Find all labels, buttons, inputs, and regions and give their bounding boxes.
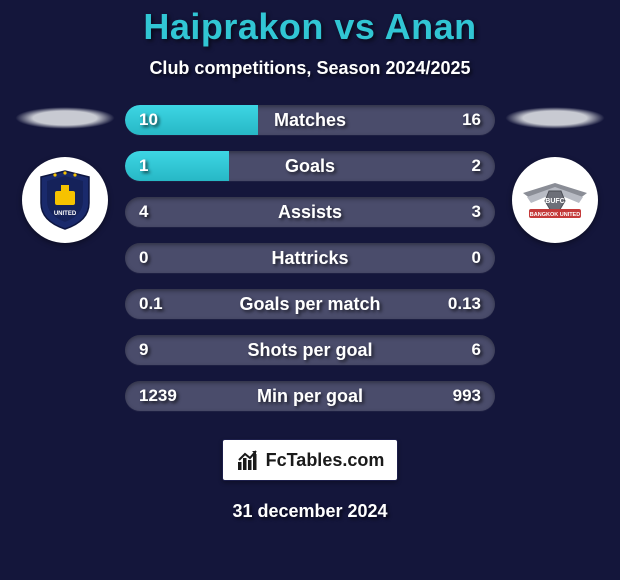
right-player-col: BUFC BANGKOK UNITED bbox=[505, 105, 605, 243]
buriram-crest-icon: UNITED bbox=[37, 169, 93, 231]
stat-bar: 1239Min per goal993 bbox=[125, 381, 495, 411]
svg-text:BANGKOK UNITED: BANGKOK UNITED bbox=[530, 212, 580, 218]
stat-label: Assists bbox=[125, 197, 495, 227]
left-club-badge: UNITED bbox=[22, 157, 108, 243]
main-row: UNITED 10Matches16 1Goals2 4Assists3 0Hattr… bbox=[0, 105, 620, 411]
stat-label: Min per goal bbox=[125, 381, 495, 411]
stat-value-right: 3 bbox=[472, 197, 481, 227]
bangkok-united-crest-icon: BUFC BANGKOK UNITED bbox=[519, 175, 591, 225]
right-club-badge: BUFC BANGKOK UNITED bbox=[512, 157, 598, 243]
fctables-logo: FcTables.com bbox=[222, 439, 398, 481]
stat-label: Goals per match bbox=[125, 289, 495, 319]
stat-value-right: 16 bbox=[462, 105, 481, 135]
stat-label: Matches bbox=[125, 105, 495, 135]
comparison-date: 31 december 2024 bbox=[0, 501, 620, 522]
page-subtitle: Club competitions, Season 2024/2025 bbox=[0, 58, 620, 79]
left-player-shadow bbox=[15, 107, 115, 129]
stat-bar: 10Matches16 bbox=[125, 105, 495, 135]
stat-bar: 4Assists3 bbox=[125, 197, 495, 227]
stat-value-right: 0 bbox=[472, 243, 481, 273]
left-player-col: UNITED bbox=[15, 105, 115, 243]
stat-value-right: 2 bbox=[472, 151, 481, 181]
svg-text:BUFC: BUFC bbox=[545, 198, 564, 205]
stat-label: Shots per goal bbox=[125, 335, 495, 365]
stat-value-right: 0.13 bbox=[448, 289, 481, 319]
comparison-card: Haiprakon vs Anan Club competitions, Sea… bbox=[0, 0, 620, 580]
stat-bar: 0.1Goals per match0.13 bbox=[125, 289, 495, 319]
svg-text:UNITED: UNITED bbox=[54, 211, 77, 217]
stat-bar: 9Shots per goal6 bbox=[125, 335, 495, 365]
stat-bar: 1Goals2 bbox=[125, 151, 495, 181]
stat-value-right: 6 bbox=[472, 335, 481, 365]
stat-bar: 0Hattricks0 bbox=[125, 243, 495, 273]
stat-value-right: 993 bbox=[453, 381, 481, 411]
fctables-logo-text: FcTables.com bbox=[266, 450, 385, 471]
stats-column: 10Matches16 1Goals2 4Assists3 0Hattricks0 0.… bbox=[125, 105, 495, 411]
page-title: Haiprakon vs Anan bbox=[0, 6, 620, 48]
chart-growth-icon bbox=[236, 448, 260, 472]
stat-label: Hattricks bbox=[125, 243, 495, 273]
stat-label: Goals bbox=[125, 151, 495, 181]
right-player-shadow bbox=[505, 107, 605, 129]
